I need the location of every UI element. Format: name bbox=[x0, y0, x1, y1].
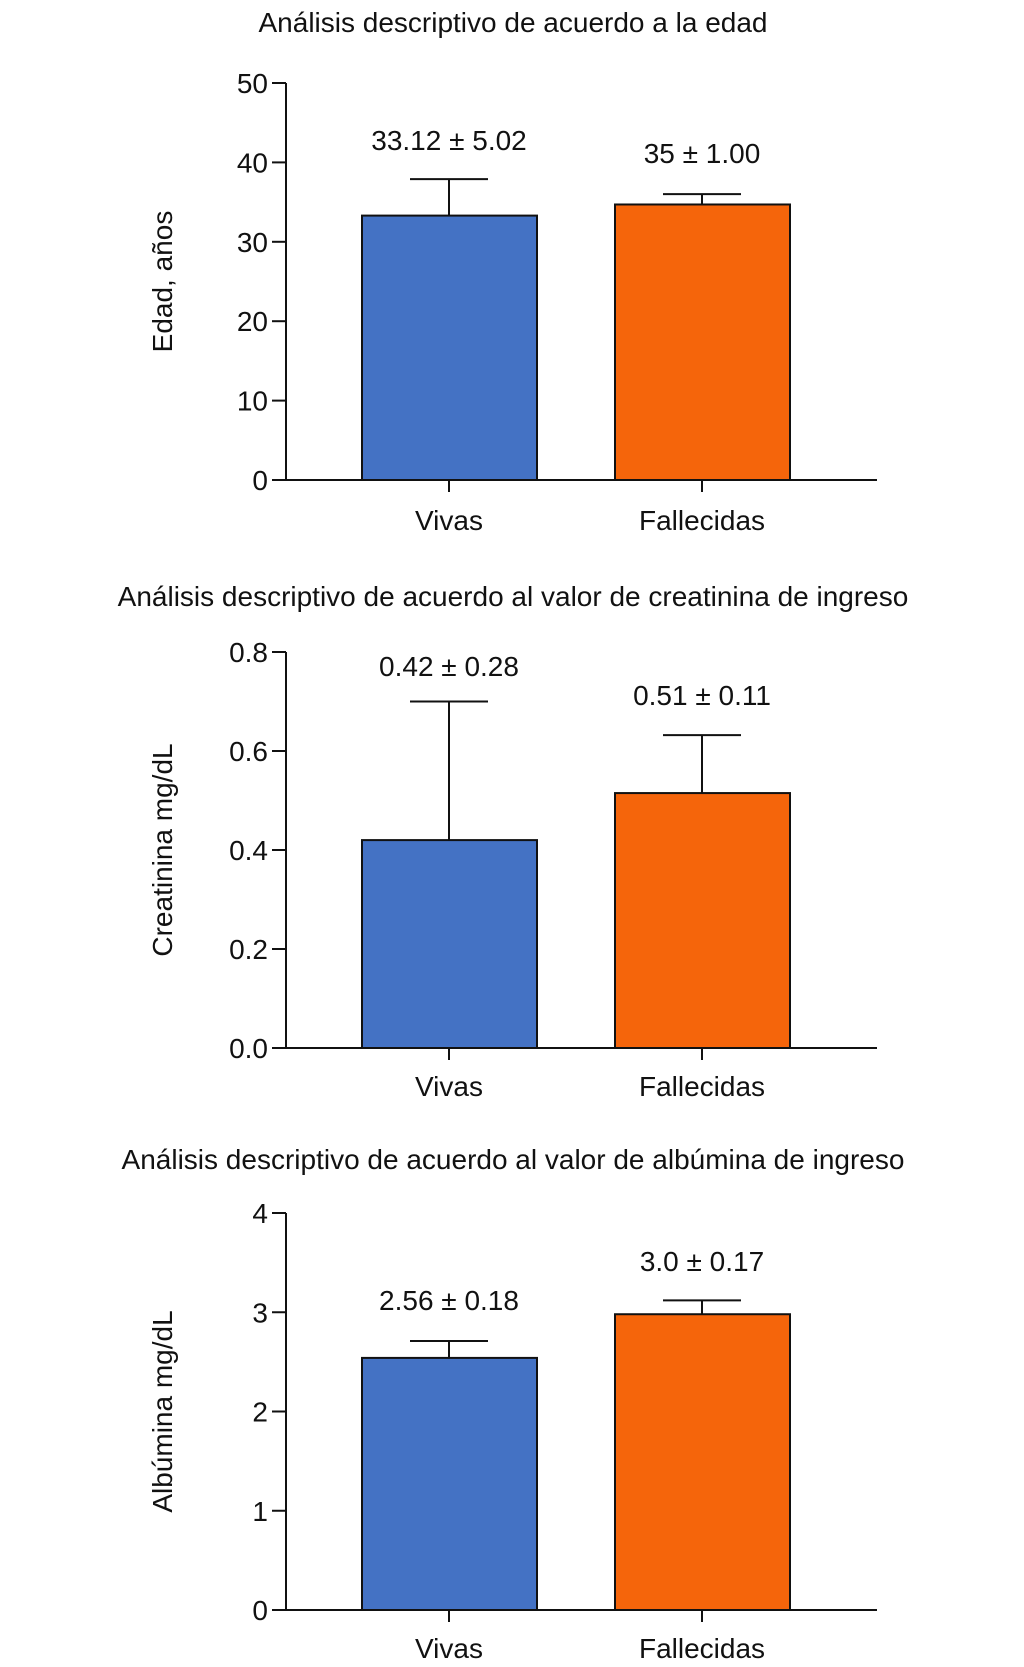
y-tick-label: 2 bbox=[252, 1397, 268, 1428]
chart-panel-1: Análisis descriptivo de acuerdo a la eda… bbox=[147, 7, 877, 536]
y-tick-label: 0.6 bbox=[229, 736, 268, 767]
bar-fallecidas bbox=[614, 792, 791, 1050]
y-tick-label: 50 bbox=[237, 68, 268, 99]
data-label-fallecidas: 3.0 ± 0.17 bbox=[640, 1246, 764, 1277]
x-tick-label: Fallecidas bbox=[639, 505, 765, 536]
y-tick-label: 0 bbox=[252, 1595, 268, 1626]
y-tick-label: 3 bbox=[252, 1297, 268, 1328]
y-axis-label: Edad, años bbox=[147, 211, 178, 353]
data-label-vivas: 2.56 ± 0.18 bbox=[379, 1285, 519, 1316]
y-tick-label: 0.2 bbox=[229, 934, 268, 965]
y-tick-label: 40 bbox=[237, 147, 268, 178]
y-axis-label: Albúmina mg/dL bbox=[147, 1310, 178, 1512]
x-tick-label: Fallecidas bbox=[639, 1633, 765, 1664]
chart-title: Análisis descriptivo de acuerdo a la eda… bbox=[259, 7, 768, 38]
y-tick-label: 10 bbox=[237, 386, 268, 417]
bar-vivas bbox=[361, 1356, 538, 1612]
x-tick-label: Vivas bbox=[415, 505, 483, 536]
data-label-vivas: 0.42 ± 0.28 bbox=[379, 651, 519, 682]
chart-title: Análisis descriptivo de acuerdo al valor… bbox=[118, 581, 909, 612]
y-tick-label: 0.4 bbox=[229, 835, 268, 866]
data-label-fallecidas: 0.51 ± 0.11 bbox=[633, 680, 771, 711]
y-tick-label: 30 bbox=[237, 227, 268, 258]
bar-vivas bbox=[361, 839, 538, 1049]
y-axis-label: Creatinina mg/dL bbox=[147, 743, 178, 956]
data-label-vivas: 33.12 ± 5.02 bbox=[371, 125, 527, 156]
y-tick-label: 0.0 bbox=[229, 1033, 268, 1064]
bar-fallecidas bbox=[614, 203, 791, 481]
y-tick-label: 20 bbox=[237, 306, 268, 337]
y-tick-label: 0.8 bbox=[229, 637, 268, 668]
x-tick-label: Vivas bbox=[415, 1071, 483, 1102]
x-tick-label: Vivas bbox=[415, 1633, 483, 1664]
y-tick-label: 1 bbox=[252, 1496, 268, 1527]
data-label-fallecidas: 35 ± 1.00 bbox=[644, 138, 761, 169]
x-tick-label: Fallecidas bbox=[639, 1071, 765, 1102]
chart-panel-2: Análisis descriptivo de acuerdo al valor… bbox=[118, 581, 909, 1102]
y-tick-label: 4 bbox=[252, 1198, 268, 1229]
chart-panel-3: Análisis descriptivo de acuerdo al valor… bbox=[122, 1144, 905, 1664]
bar-fallecidas bbox=[614, 1313, 791, 1611]
chart-title: Análisis descriptivo de acuerdo al valor… bbox=[122, 1144, 905, 1175]
bar-vivas bbox=[361, 214, 538, 482]
y-tick-label: 0 bbox=[252, 465, 268, 496]
